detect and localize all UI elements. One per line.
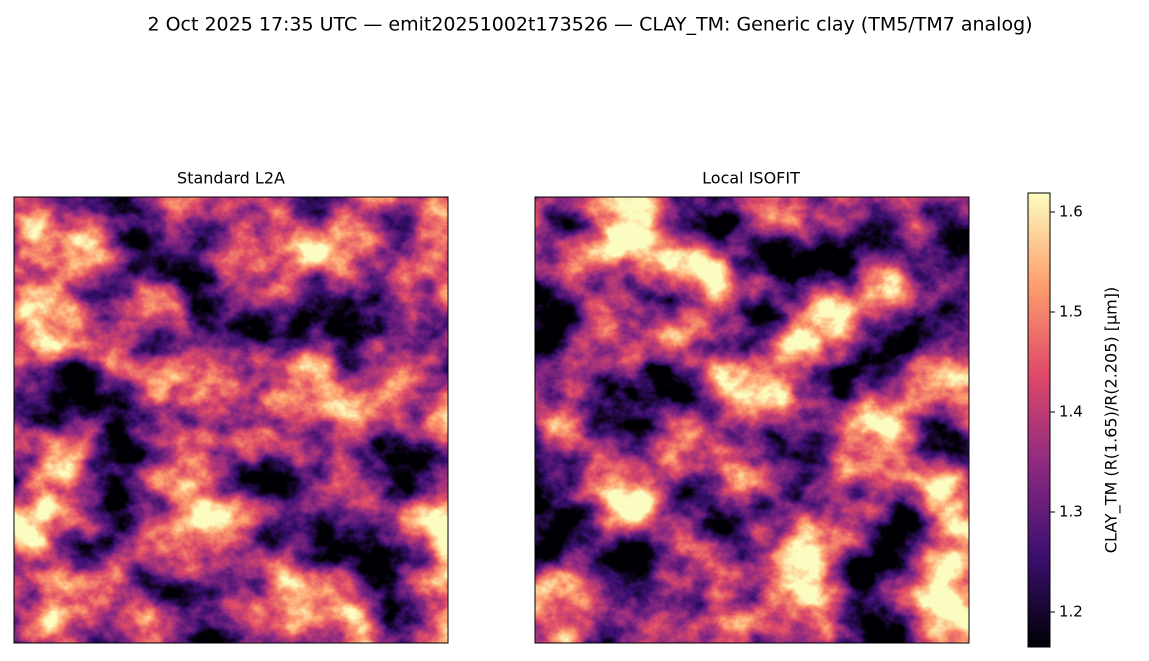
colorbar-tick-label: 1.5 [1059, 303, 1083, 321]
colorbar-tick-label: 1.2 [1059, 603, 1083, 621]
colorbar-label: CLAY_TM (R(1.65)/R(2.205) [μm]) [1102, 287, 1122, 553]
colorbar-tick-label: 1.4 [1059, 403, 1083, 421]
colorbar-frame [1027, 192, 1051, 648]
colorbar-tick-label: 1.6 [1059, 203, 1083, 221]
panel-frame [13, 196, 449, 644]
image-panel [14, 197, 448, 643]
figure-title: 2 Oct 2025 17:35 UTC — emit20251002t1735… [147, 14, 1032, 36]
panel-title: Standard L2A [177, 169, 285, 188]
colorbar [1028, 193, 1050, 647]
image-panel [535, 197, 969, 643]
panel-title: Local ISOFIT [702, 169, 800, 188]
colorbar-tick-label: 1.3 [1059, 503, 1083, 521]
panel-frame [534, 196, 970, 644]
